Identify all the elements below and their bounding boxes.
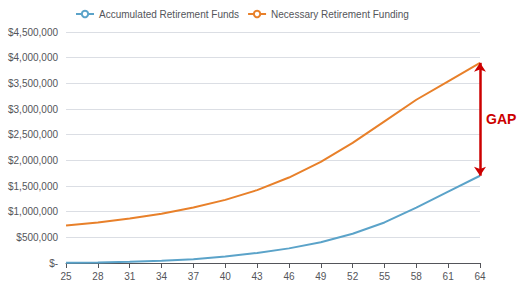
svg-text:$2,000,000: $2,000,000 <box>8 155 58 166</box>
svg-text:55: 55 <box>379 271 391 282</box>
svg-text:Necessary Retirement Funding: Necessary Retirement Funding <box>271 9 409 20</box>
svg-text:40: 40 <box>220 271 232 282</box>
svg-text:$4,500,000: $4,500,000 <box>8 27 58 38</box>
svg-text:64: 64 <box>474 271 486 282</box>
svg-text:61: 61 <box>443 271 455 282</box>
svg-text:$1,500,000: $1,500,000 <box>8 181 58 192</box>
svg-text:$1,000,000: $1,000,000 <box>8 206 58 217</box>
svg-text:GAP: GAP <box>486 111 516 127</box>
svg-text:52: 52 <box>347 271 359 282</box>
svg-text:Accumulated Retirement Funds: Accumulated Retirement Funds <box>99 9 239 20</box>
svg-text:43: 43 <box>252 271 264 282</box>
svg-text:$4,000,000: $4,000,000 <box>8 52 58 63</box>
svg-text:$-: $- <box>49 258 58 269</box>
svg-text:25: 25 <box>60 271 72 282</box>
svg-text:58: 58 <box>411 271 423 282</box>
svg-text:$3,500,000: $3,500,000 <box>8 78 58 89</box>
svg-text:31: 31 <box>124 271 136 282</box>
svg-text:37: 37 <box>188 271 200 282</box>
svg-text:28: 28 <box>92 271 104 282</box>
svg-text:46: 46 <box>283 271 295 282</box>
svg-text:$500,000: $500,000 <box>16 232 58 243</box>
svg-text:34: 34 <box>156 271 168 282</box>
svg-text:$3,000,000: $3,000,000 <box>8 104 58 115</box>
svg-text:$2,500,000: $2,500,000 <box>8 129 58 140</box>
svg-text:49: 49 <box>315 271 327 282</box>
